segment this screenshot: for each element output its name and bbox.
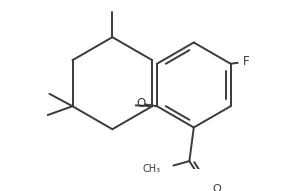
Text: O: O: [136, 97, 146, 110]
Text: O: O: [212, 184, 221, 191]
Text: F: F: [243, 55, 250, 68]
Text: CH₃: CH₃: [143, 164, 161, 174]
